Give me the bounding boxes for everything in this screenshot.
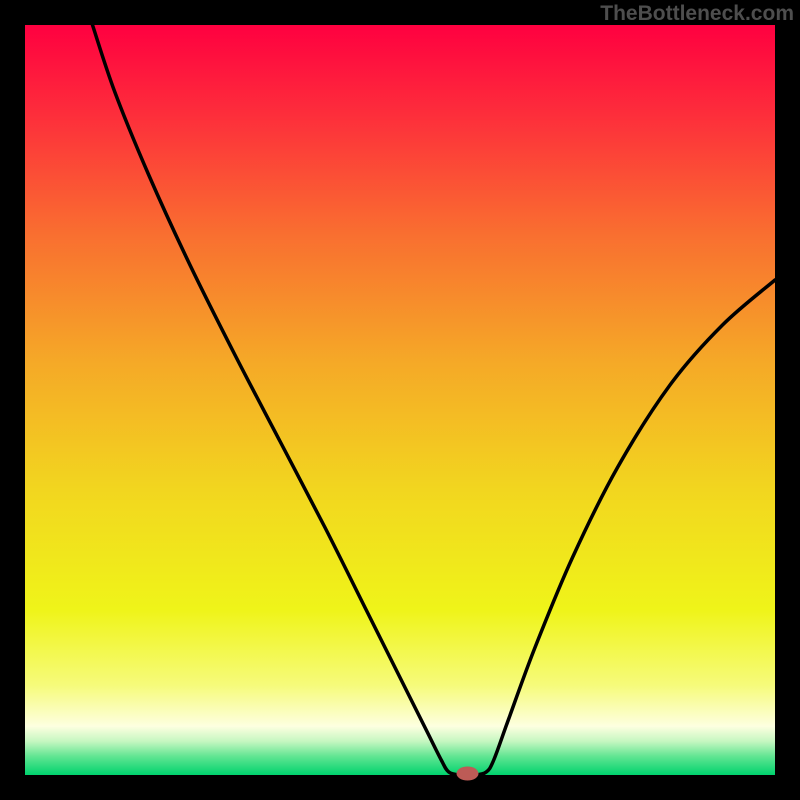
- plot-area: [25, 25, 775, 775]
- chart-frame: TheBottleneck.com: [0, 0, 800, 800]
- bottleneck-chart: [0, 0, 800, 800]
- watermark-text: TheBottleneck.com: [600, 2, 794, 26]
- minimum-marker: [457, 767, 479, 781]
